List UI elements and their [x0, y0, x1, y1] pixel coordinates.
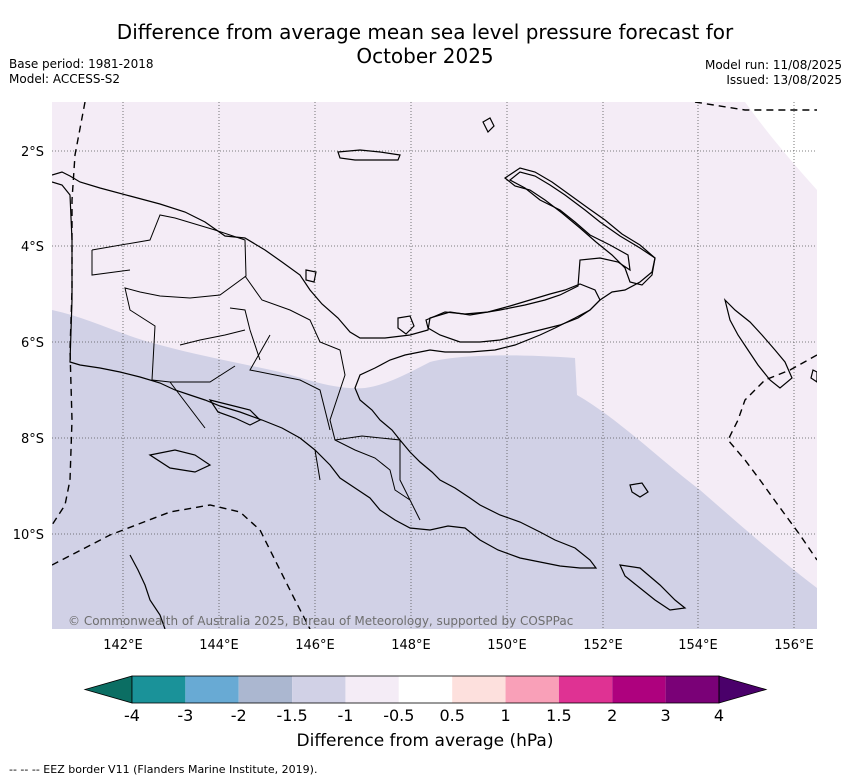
colorbar-tick-label: -4 [124, 706, 140, 725]
new-ireland-coast [503, 167, 656, 286]
map-area [52, 102, 817, 629]
colorbar [83, 675, 768, 704]
lon-label: 156°E [774, 638, 814, 653]
colorbar-tick-label: 3 [660, 706, 671, 725]
new-britain-coast [425, 283, 601, 343]
meta-right: Model run: 11/08/2025 Issued: 13/08/2025 [705, 58, 842, 88]
colorbar-segment [185, 676, 239, 703]
issued-date: Issued: 13/08/2025 [726, 73, 842, 87]
base-period: Base period: 1981-2018 [9, 57, 154, 71]
colorbar-title: Difference from average (hPa) [296, 731, 554, 751]
colorbar-tick-label: 2 [607, 706, 618, 725]
model-name: Model: ACCESS-S2 [9, 72, 121, 86]
small-island-2 [397, 315, 415, 335]
graticule [52, 102, 817, 629]
small-island-4 [618, 564, 687, 611]
colorbar-tick-label: -2 [230, 706, 247, 725]
colorbar-tick-label: 1 [500, 706, 511, 725]
colorbar-segment [505, 676, 559, 703]
lon-label: 144°E [199, 638, 239, 653]
lat-label: 8°S [21, 432, 44, 447]
small-island-5 [305, 269, 317, 283]
model-run: Model run: 11/08/2025 [704, 58, 842, 72]
colorbar-segment [238, 676, 293, 703]
manus-island [337, 149, 401, 161]
colorbar-segment [345, 676, 399, 703]
colorbar-extend-low [83, 675, 133, 704]
colorbar-segment [558, 676, 613, 703]
eez-borders [52, 102, 817, 629]
title-line-2: October 2025 [356, 44, 494, 68]
lon-label: 152°E [583, 638, 623, 653]
copyright-text: © Commonwealth of Australia 2025, Bureau… [68, 614, 573, 628]
province-borders [91, 214, 421, 521]
lat-label: 4°S [21, 240, 44, 255]
lon-label: 150°E [487, 638, 527, 653]
colorbar-tick-label: -3 [177, 706, 194, 725]
new-guinea-coast [52, 171, 656, 569]
colorbar-segment [292, 676, 346, 703]
colorbar-tick-label: 1.5 [546, 706, 572, 725]
colorbar-segment [132, 676, 186, 703]
solomon-islands-east [810, 369, 817, 383]
colorbar-segment [612, 676, 666, 703]
australia-cape-york [129, 554, 166, 629]
latitude-labels: 2°S 4°S 6°S 8°S 10°S [13, 145, 44, 543]
lat-label: 2°S [21, 145, 44, 160]
meta-left: Base period: 1981-2018 Model: ACCESS-S2 [9, 57, 154, 87]
colorbar-segment [398, 676, 453, 703]
bougainville-coast [723, 298, 793, 389]
lon-label: 142°E [103, 638, 143, 653]
colorbar-tick-label: 0.5 [439, 706, 465, 725]
lon-label: 154°E [678, 638, 718, 653]
lat-label: 6°S [21, 336, 44, 351]
longitude-labels: 142°E 144°E 146°E 148°E 150°E 152°E 154°E 156°E [103, 638, 814, 653]
anomaly-band-dark [52, 310, 817, 629]
colorbar-tick-label: -1.5 [276, 706, 308, 725]
colorbar-segment [452, 676, 506, 703]
small-island-3 [629, 482, 649, 498]
chart-title: Difference from average mean sea level p… [0, 20, 850, 68]
small-island-1 [482, 117, 495, 134]
lon-label: 148°E [391, 638, 431, 653]
colorbar-segment [665, 676, 719, 703]
title-line-1: Difference from average mean sea level p… [116, 20, 734, 44]
lat-label: 10°S [13, 528, 44, 543]
anomaly-band-white [745, 102, 817, 190]
colorbar-tick-label: -1 [337, 706, 354, 725]
delta-islands [148, 399, 262, 473]
colorbar-tick-label: -0.5 [383, 706, 415, 725]
colorbar-outline [131, 675, 720, 704]
colorbar-extend-high [718, 675, 768, 704]
eez-legend: -- -- -- EEZ border V11 (Flanders Marine… [9, 763, 318, 776]
colorbar-tick-label: 4 [713, 706, 725, 725]
coastlines [52, 117, 817, 629]
lon-label: 146°E [295, 638, 335, 653]
